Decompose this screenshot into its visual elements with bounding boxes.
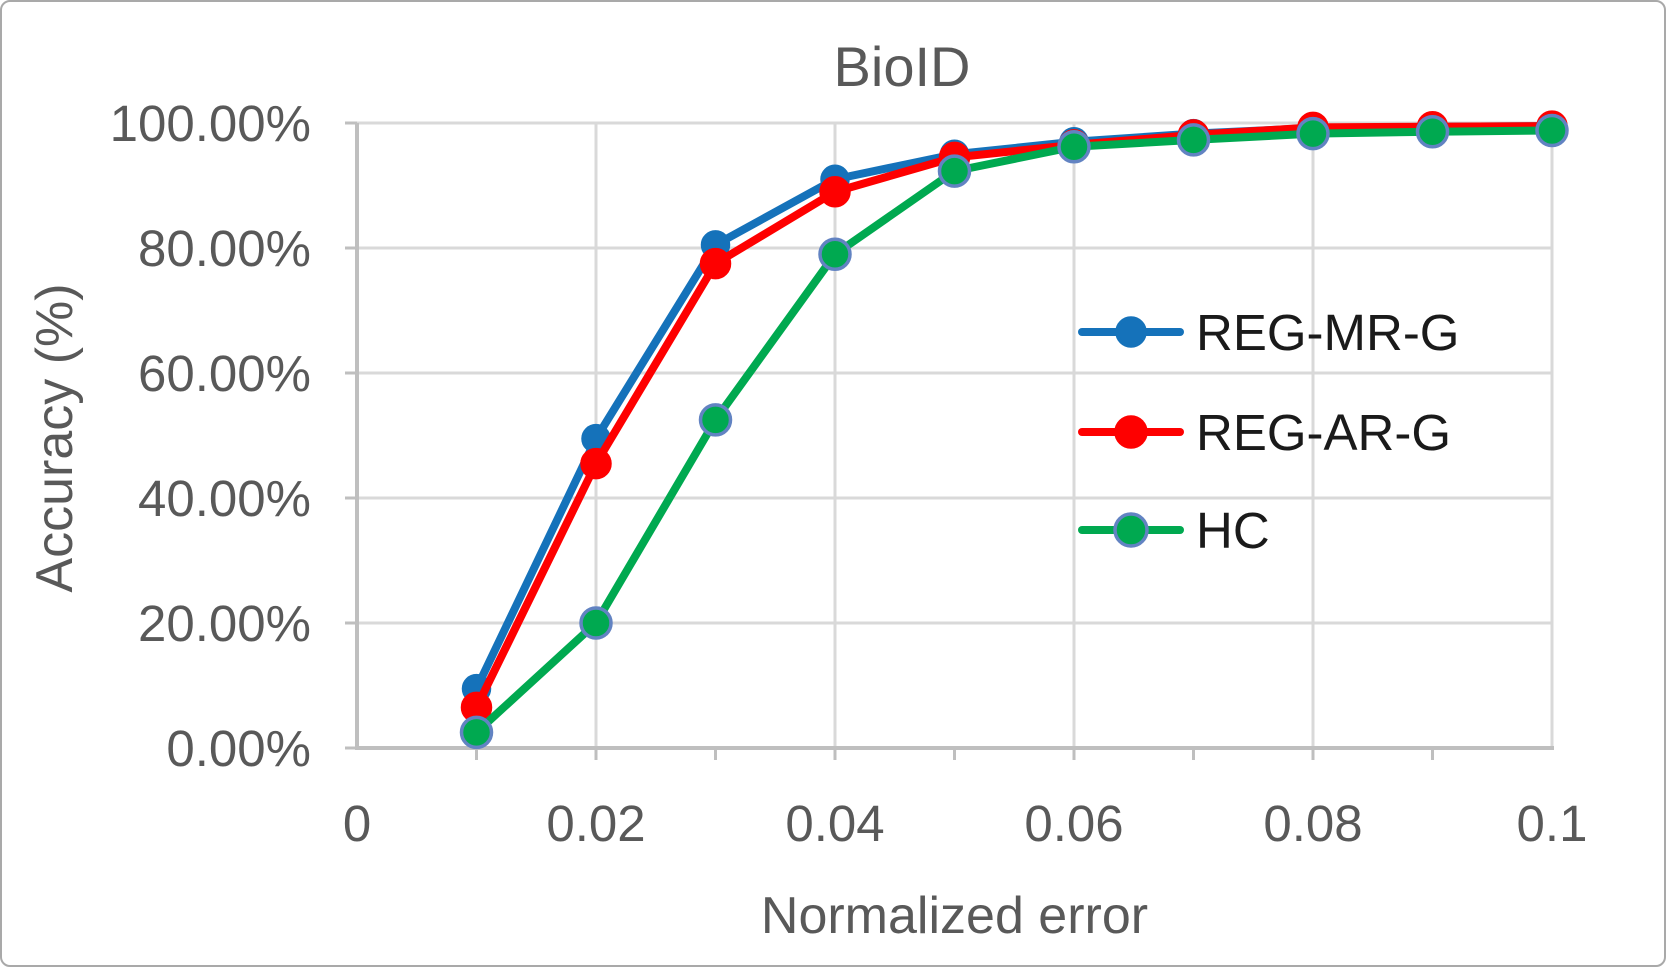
- x-tick-label: 0.08: [1263, 795, 1362, 852]
- series-line-REG-AR-G[interactable]: [472, 122, 1556, 712]
- x-axis-title: Normalized error: [760, 887, 1149, 945]
- y-tick-label: 0.00%: [166, 720, 311, 777]
- data-point-REG-AR-G[interactable]: [699, 247, 732, 280]
- data-point-REG-AR-G[interactable]: [819, 176, 851, 208]
- x-tick-label: 0: [343, 795, 371, 852]
- data-point-HC[interactable]: [698, 403, 733, 437]
- series-line-HC[interactable]: [472, 126, 1556, 737]
- x-tick-label: 0.04: [785, 795, 884, 852]
- x-tick-label: 0.02: [546, 795, 645, 852]
- legend-swatch-marker[interactable]: [1113, 512, 1149, 548]
- data-point-HC[interactable]: [818, 237, 852, 271]
- data-point-REG-AR-G[interactable]: [580, 447, 612, 480]
- legend-swatch-marker[interactable]: [1115, 316, 1147, 348]
- y-tick-label: 20.00%: [138, 595, 311, 652]
- legend-label-REG-AR-G[interactable]: REG-AR-G: [1196, 404, 1451, 461]
- data-point-HC[interactable]: [1296, 116, 1330, 151]
- legend-label-HC[interactable]: HC: [1196, 502, 1270, 559]
- y-tick-label: 80.00%: [138, 220, 311, 277]
- data-point-HC[interactable]: [1535, 113, 1569, 148]
- x-tick-label: 0.06: [1024, 795, 1123, 852]
- legend-swatch-marker[interactable]: [1114, 415, 1148, 449]
- data-point-HC[interactable]: [937, 154, 972, 188]
- y-tick-label: 100.00%: [110, 95, 311, 152]
- data-point-HC[interactable]: [459, 715, 494, 750]
- data-point-HC[interactable]: [1176, 123, 1211, 157]
- chart-title: BioID: [833, 35, 971, 98]
- x-tick-label: 0.1: [1517, 795, 1588, 852]
- data-point-HC[interactable]: [579, 606, 613, 640]
- y-tick-label: 60.00%: [138, 345, 311, 402]
- data-point-HC[interactable]: [1057, 130, 1091, 164]
- y-axis-title: Accuracy (%): [26, 283, 84, 593]
- legend-label-REG-MR-G[interactable]: REG-MR-G: [1196, 304, 1459, 361]
- data-point-HC[interactable]: [1415, 115, 1450, 149]
- y-tick-label: 40.00%: [138, 470, 311, 527]
